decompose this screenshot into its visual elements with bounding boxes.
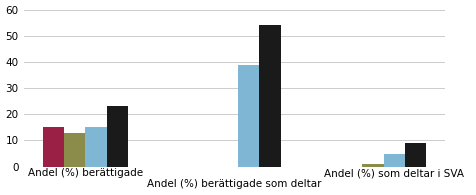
Bar (107, 106, 128, 167)
Bar (405, 143, 426, 167)
Bar (43, 127, 64, 167)
Bar (384, 154, 405, 167)
Bar (362, 164, 384, 167)
X-axis label: Andel (%) berättigade som deltar: Andel (%) berättigade som deltar (147, 179, 321, 190)
Bar (259, 25, 281, 167)
Bar (64, 133, 85, 167)
Bar (238, 65, 259, 167)
Bar (85, 127, 107, 167)
